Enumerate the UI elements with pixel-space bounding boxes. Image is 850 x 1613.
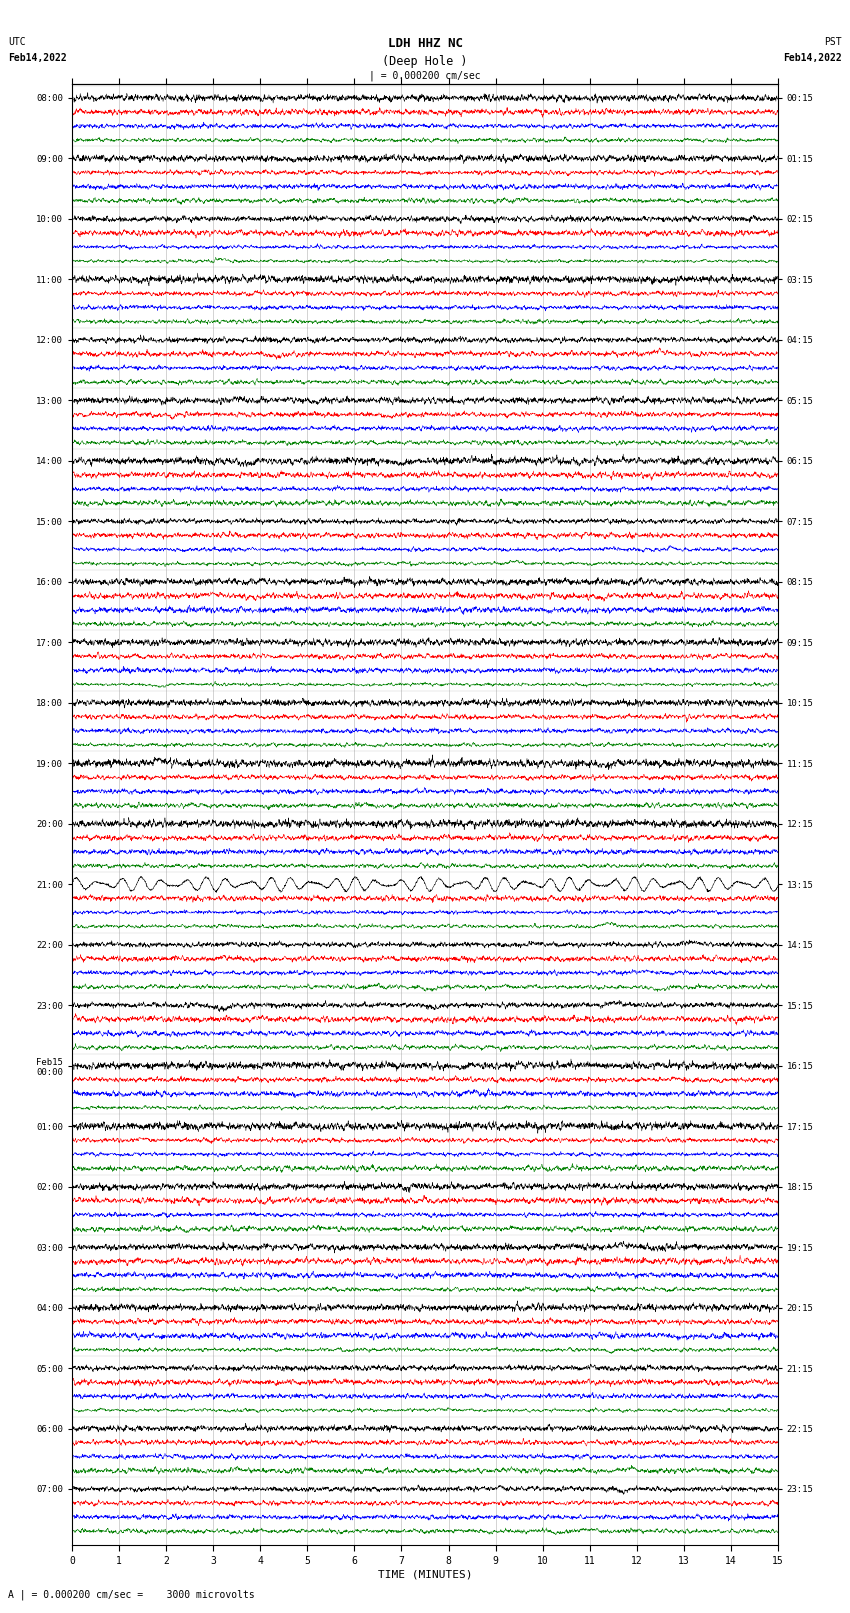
Text: Feb14,2022: Feb14,2022 xyxy=(783,53,842,63)
Text: A | = 0.000200 cm/sec =    3000 microvolts: A | = 0.000200 cm/sec = 3000 microvolts xyxy=(8,1589,255,1600)
Text: (Deep Hole ): (Deep Hole ) xyxy=(382,55,468,68)
Text: LDH HHZ NC: LDH HHZ NC xyxy=(388,37,462,50)
Text: UTC: UTC xyxy=(8,37,26,47)
X-axis label: TIME (MINUTES): TIME (MINUTES) xyxy=(377,1569,473,1579)
Text: | = 0.000200 cm/sec: | = 0.000200 cm/sec xyxy=(369,71,481,82)
Text: PST: PST xyxy=(824,37,842,47)
Text: Feb14,2022: Feb14,2022 xyxy=(8,53,67,63)
